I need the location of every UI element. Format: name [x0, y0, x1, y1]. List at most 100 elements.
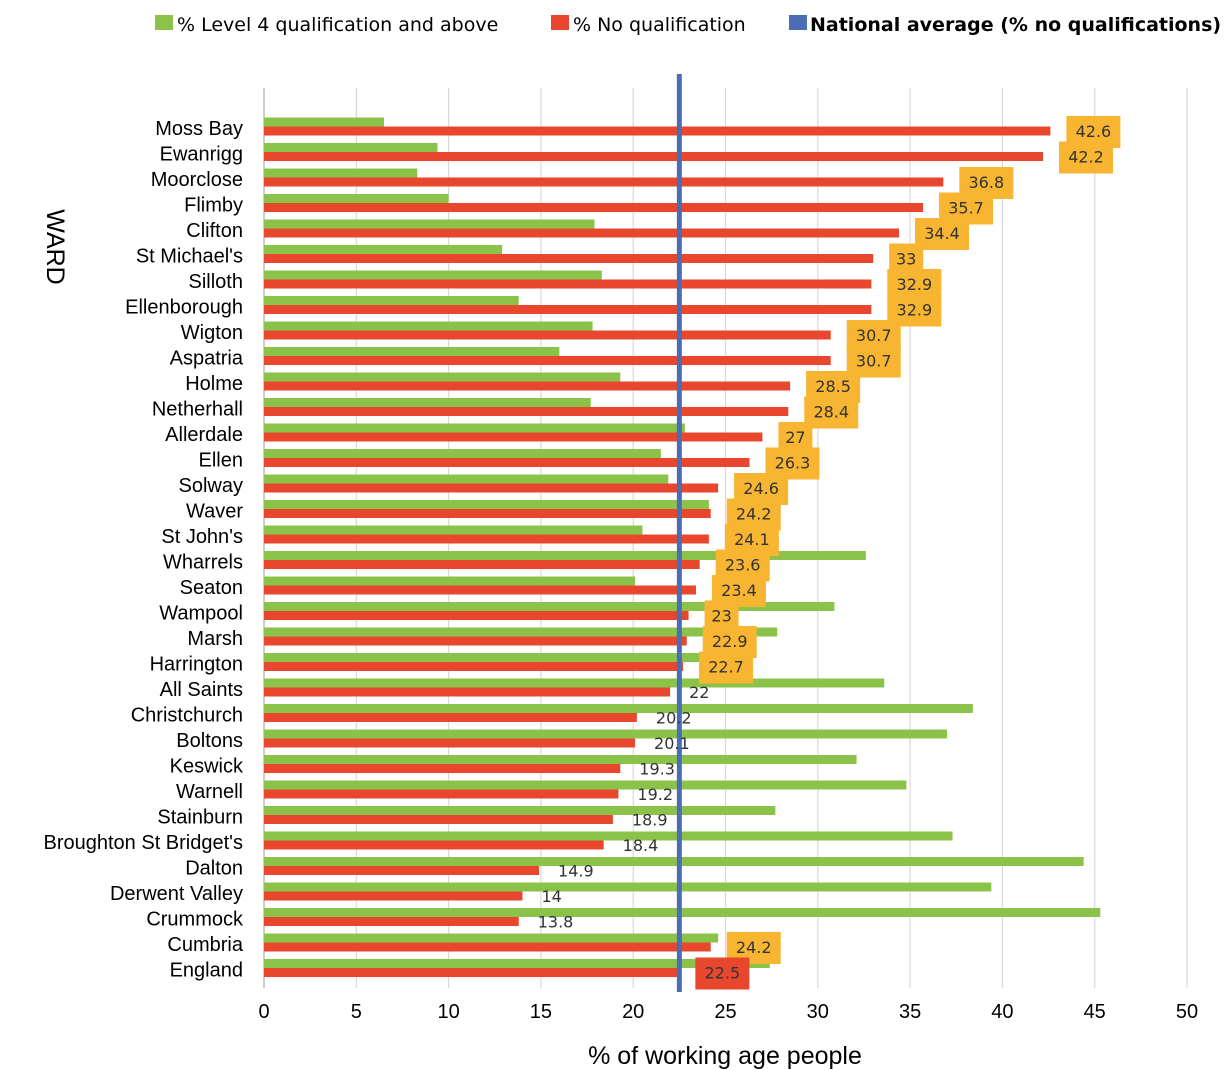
bar-no-qualification: [264, 942, 711, 952]
bar-no-qualification: [264, 228, 900, 238]
category-label: Broughton St Bridget's: [44, 832, 244, 854]
bar-level4: [264, 525, 643, 535]
category-label: Dalton: [185, 858, 243, 880]
legend-swatch-no-qualification: [551, 15, 569, 30]
bar-level4: [264, 806, 776, 815]
data-label: 22.5: [705, 964, 741, 983]
data-label: 30.7: [856, 326, 892, 345]
bar-no-qualification: [264, 585, 696, 595]
category-label: St Michael's: [136, 246, 243, 268]
bar-no-qualification: [264, 891, 523, 901]
bar-level4: [264, 576, 636, 586]
data-label: 13.8: [538, 913, 574, 932]
bar-no-qualification: [264, 917, 519, 926]
category-label: Moss Bay: [155, 118, 243, 140]
data-label: 34.4: [924, 224, 960, 243]
category-label: Wigton: [181, 322, 243, 344]
category-label: Cumbria: [167, 934, 243, 956]
x-axis-title: % of working age people: [588, 1042, 862, 1070]
bar-no-qualification: [264, 254, 874, 263]
bar-no-qualification: [264, 203, 924, 212]
category-label: Wharrels: [163, 552, 243, 574]
category-label: Wampool: [159, 603, 243, 625]
bar-no-qualification: [264, 356, 831, 365]
bar-no-qualification: [264, 458, 750, 467]
bar-no-qualification: [264, 560, 700, 569]
bar-level4: [264, 908, 1101, 917]
category-label: Derwent Valley: [110, 883, 243, 905]
data-label: 24.2: [736, 938, 772, 957]
data-label: 19.3: [639, 760, 675, 779]
bar-level4: [264, 653, 700, 662]
data-label: 23.4: [721, 581, 757, 600]
x-tick-label: 25: [714, 1001, 736, 1023]
bar-no-qualification: [264, 432, 763, 442]
legend-swatch-national-average: [789, 15, 807, 30]
data-label: 42.6: [1076, 122, 1112, 141]
bar-level4: [264, 219, 595, 229]
data-label: 33: [896, 250, 916, 269]
category-label: Stainburn: [157, 807, 243, 829]
x-tick-label: 45: [1084, 1001, 1106, 1023]
category-label: Solway: [179, 475, 243, 497]
bar-level4: [264, 755, 857, 764]
category-label: Holme: [185, 373, 243, 395]
data-label: 18.9: [632, 811, 668, 830]
bar-no-qualification: [264, 789, 619, 799]
bar-no-qualification: [264, 534, 709, 544]
bar-level4: [264, 117, 384, 127]
category-label: Ellenborough: [125, 297, 243, 319]
bar-level4: [264, 194, 449, 203]
bar-no-qualification: [264, 126, 1051, 136]
data-label: 24.2: [736, 505, 772, 524]
bar-level4: [264, 372, 621, 382]
bar-no-qualification: [264, 152, 1044, 161]
bar-level4: [264, 245, 503, 254]
data-label-box: [915, 218, 970, 250]
bars: [264, 117, 1101, 977]
bar-no-qualification: [264, 611, 689, 620]
bar-no-qualification: [264, 305, 872, 314]
x-tick-label: 20: [622, 1001, 644, 1023]
legend-swatch-level4: [155, 15, 173, 30]
data-label: 14: [541, 887, 561, 906]
data-label: 36.8: [969, 173, 1005, 192]
data-label: 18.4: [623, 836, 659, 855]
y-axis-title: WARD: [41, 209, 69, 284]
category-label: Christchurch: [131, 705, 243, 727]
bar-level4: [264, 831, 953, 841]
bar-level4: [264, 474, 669, 484]
data-label: 24.6: [743, 479, 779, 498]
bar-level4: [264, 933, 719, 943]
bar-no-qualification: [264, 509, 711, 518]
x-tick-label: 5: [351, 1001, 362, 1023]
data-label: 28.4: [813, 403, 849, 422]
x-tick-label: 15: [530, 1001, 552, 1023]
legend-label-national-average: National average (% no qualifications): [810, 14, 1221, 36]
data-label-box: [699, 651, 754, 684]
data-label: 27: [785, 428, 805, 447]
bar-level4: [264, 959, 770, 968]
category-labels: Moss Bay Ewanrigg Moorclose Flimby Clifton St…: [44, 118, 244, 982]
category-label: Flimby: [184, 195, 243, 217]
category-label: Waver: [186, 501, 243, 523]
data-label: 42.2: [1068, 148, 1104, 167]
legend-label-no-qualification: % No qualification: [573, 14, 746, 36]
bar-no-qualification: [264, 687, 671, 697]
x-tick-label: 40: [991, 1001, 1013, 1023]
category-label: Aspatria: [170, 348, 244, 370]
category-label: Ewanrigg: [160, 144, 243, 166]
bar-level4: [264, 168, 418, 178]
category-label: Boltons: [176, 730, 243, 752]
category-label: Silloth: [189, 271, 243, 293]
category-label: Netherhall: [152, 399, 243, 421]
bar-level4: [264, 500, 709, 509]
bar-level4: [264, 882, 992, 892]
bar-no-qualification: [264, 662, 684, 671]
bar-level4: [264, 678, 885, 688]
category-label: Crummock: [146, 909, 244, 931]
category-label: Clifton: [186, 220, 243, 242]
bar-level4: [264, 296, 519, 305]
bar-no-qualification: [264, 866, 540, 875]
